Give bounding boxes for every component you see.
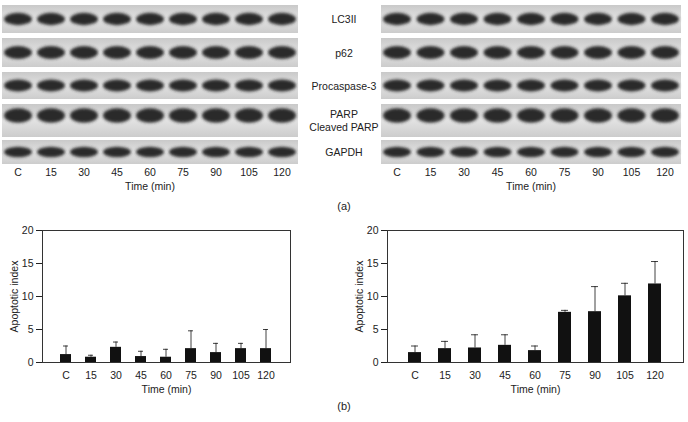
svg-text:20: 20 xyxy=(367,224,379,236)
svg-text:60: 60 xyxy=(144,166,156,178)
svg-text:15: 15 xyxy=(439,369,451,381)
svg-text:15: 15 xyxy=(367,257,379,269)
svg-text:45: 45 xyxy=(135,369,147,381)
svg-text:105: 105 xyxy=(232,369,250,381)
svg-text:5: 5 xyxy=(373,323,379,335)
svg-text:120: 120 xyxy=(646,369,664,381)
svg-text:Time (min): Time (min) xyxy=(511,383,561,395)
svg-text:30: 30 xyxy=(110,369,122,381)
svg-text:30: 30 xyxy=(458,166,470,178)
svg-text:105: 105 xyxy=(623,166,641,178)
html-text:(b): (b) xyxy=(337,400,351,412)
svg-text:0: 0 xyxy=(28,356,34,368)
svg-text:105: 105 xyxy=(240,166,258,178)
svg-text:60: 60 xyxy=(525,166,537,178)
svg-text:C: C xyxy=(62,369,70,381)
svg-text:C: C xyxy=(411,369,419,381)
svg-text:Time (min): Time (min) xyxy=(142,383,192,395)
svg-text:90: 90 xyxy=(210,166,222,178)
svg-text:90: 90 xyxy=(592,166,604,178)
svg-text:C: C xyxy=(393,166,401,178)
svg-text:Apoptotic index: Apoptotic index xyxy=(8,260,20,333)
svg-text:75: 75 xyxy=(559,166,571,178)
svg-text:15: 15 xyxy=(45,166,57,178)
svg-text:105: 105 xyxy=(616,369,634,381)
svg-text:GAPDH: GAPDH xyxy=(325,146,362,158)
svg-text:45: 45 xyxy=(111,166,123,178)
svg-text:15: 15 xyxy=(425,166,437,178)
svg-text:30: 30 xyxy=(78,166,90,178)
svg-text:45: 45 xyxy=(499,369,511,381)
svg-text:Apoptotic index: Apoptotic index xyxy=(353,260,365,333)
svg-text:120: 120 xyxy=(273,166,291,178)
html-text:(a): (a) xyxy=(337,200,351,212)
svg-text:60: 60 xyxy=(529,369,541,381)
svg-text:90: 90 xyxy=(589,369,601,381)
svg-text:45: 45 xyxy=(492,166,504,178)
svg-text:Time (min): Time (min) xyxy=(125,180,175,192)
svg-text:Time (min): Time (min) xyxy=(506,180,556,192)
svg-text:15: 15 xyxy=(22,257,34,269)
svg-text:120: 120 xyxy=(656,166,674,178)
svg-text:120: 120 xyxy=(257,369,275,381)
svg-text:Cleaved PARP: Cleaved PARP xyxy=(309,121,378,133)
svg-text:20: 20 xyxy=(22,224,34,236)
svg-text:30: 30 xyxy=(469,369,481,381)
svg-text:75: 75 xyxy=(177,166,189,178)
svg-text:10: 10 xyxy=(22,290,34,302)
svg-text:60: 60 xyxy=(160,369,172,381)
svg-text:Procaspase-3: Procaspase-3 xyxy=(312,80,377,92)
svg-text:PARP: PARP xyxy=(330,108,358,120)
svg-text:75: 75 xyxy=(559,369,571,381)
svg-text:C: C xyxy=(14,166,22,178)
svg-text:15: 15 xyxy=(85,369,97,381)
svg-text:10: 10 xyxy=(367,290,379,302)
svg-text:LC3II: LC3II xyxy=(331,13,356,25)
svg-text:75: 75 xyxy=(185,369,197,381)
svg-text:p62: p62 xyxy=(335,47,353,59)
svg-text:5: 5 xyxy=(28,323,34,335)
svg-text:90: 90 xyxy=(210,369,222,381)
svg-text:0: 0 xyxy=(373,356,379,368)
